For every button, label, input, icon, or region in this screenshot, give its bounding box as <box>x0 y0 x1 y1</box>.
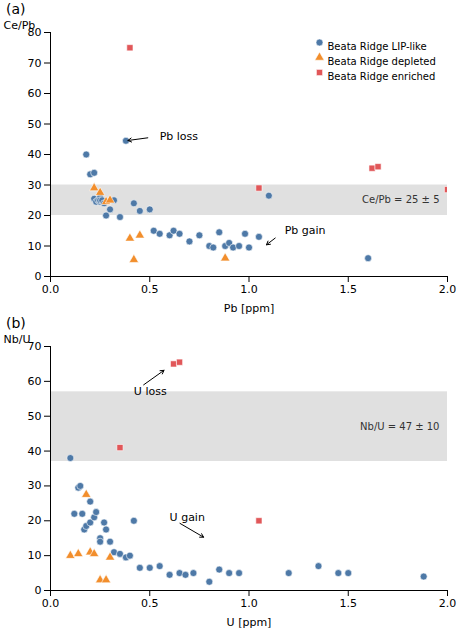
svg-text:10: 10 <box>28 240 42 253</box>
svg-text:0.0: 0.0 <box>42 283 60 296</box>
svg-text:1.5: 1.5 <box>340 597 358 610</box>
svg-text:30: 30 <box>28 179 42 192</box>
svg-text:30: 30 <box>28 479 42 492</box>
html-text:(b): (b) <box>6 315 26 331</box>
svg-text:60: 60 <box>28 87 42 100</box>
svg-text:Nb/U = 47 ± 10: Nb/U = 47 ± 10 <box>360 421 439 432</box>
svg-text:2.0: 2.0 <box>439 597 457 610</box>
svg-text:U loss: U loss <box>134 385 167 398</box>
svg-text:20: 20 <box>28 209 42 222</box>
html-text:(a): (a) <box>6 1 26 17</box>
svg-text:1.0: 1.0 <box>240 597 258 610</box>
svg-text:U gain: U gain <box>170 511 205 524</box>
svg-text:40: 40 <box>28 148 42 161</box>
svg-text:1.0: 1.0 <box>240 283 258 296</box>
svg-text:40: 40 <box>28 445 42 458</box>
svg-text:1.5: 1.5 <box>340 283 358 296</box>
svg-text:2.0: 2.0 <box>439 283 457 296</box>
svg-text:0.5: 0.5 <box>141 597 159 610</box>
svg-text:50: 50 <box>28 118 42 131</box>
svg-text:Beata Ridge enriched: Beata Ridge enriched <box>328 71 436 82</box>
svg-text:Ce/Pb: Ce/Pb <box>4 19 36 32</box>
svg-text:20: 20 <box>28 514 42 527</box>
svg-text:Pb [ppm]: Pb [ppm] <box>224 302 274 315</box>
svg-text:Beata Ridge depleted: Beata Ridge depleted <box>328 56 436 67</box>
svg-text:60: 60 <box>28 375 42 388</box>
svg-text:Nb/U: Nb/U <box>4 333 31 346</box>
svg-text:Beata Ridge LIP-like: Beata Ridge LIP-like <box>328 41 427 52</box>
svg-text:80: 80 <box>27 26 42 39</box>
svg-text:0: 0 <box>35 270 42 283</box>
svg-text:50: 50 <box>28 410 42 423</box>
svg-text:10: 10 <box>28 549 42 562</box>
svg-text:70: 70 <box>27 340 42 353</box>
svg-text:Ce/Pb = 25 ± 5: Ce/Pb = 25 ± 5 <box>362 194 439 205</box>
svg-text:Pb loss: Pb loss <box>160 130 199 143</box>
svg-text:0.5: 0.5 <box>141 283 159 296</box>
svg-text:70: 70 <box>28 57 42 70</box>
svg-text:Pb gain: Pb gain <box>285 224 326 237</box>
svg-text:0.0: 0.0 <box>42 597 60 610</box>
svg-text:0: 0 <box>35 584 42 597</box>
svg-text:U [ppm]: U [ppm] <box>227 616 272 629</box>
